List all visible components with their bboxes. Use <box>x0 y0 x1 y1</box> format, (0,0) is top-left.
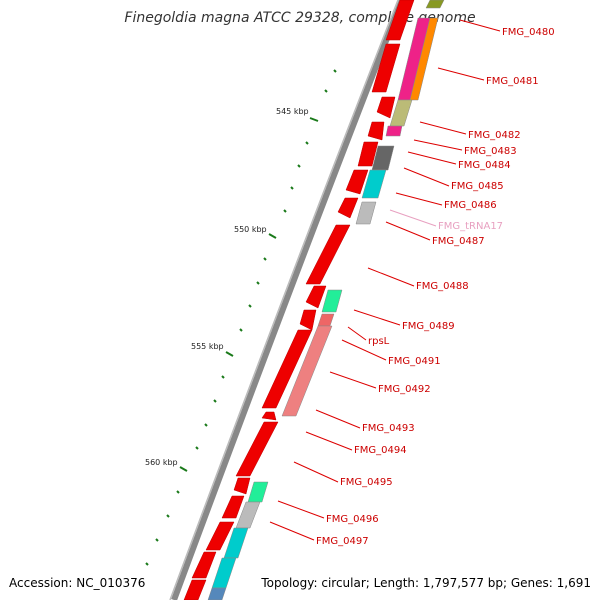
gene-block <box>261 329 313 409</box>
gene-block <box>183 579 207 600</box>
gene-label[interactable]: FMG_0488 <box>416 281 469 292</box>
gene-block <box>305 285 327 309</box>
genome-summary: Topology: circular; Length: 1,797,577 bp… <box>260 576 591 590</box>
genome-backbone <box>171 0 405 600</box>
gene-block <box>376 96 396 119</box>
scale-ticks <box>145 69 337 566</box>
gene-label[interactable]: FMG_0482 <box>468 130 521 141</box>
gene-block <box>385 0 415 41</box>
feature-pink <box>385 125 403 137</box>
gene-block <box>191 551 217 579</box>
gene-block <box>357 141 379 167</box>
footer-right-bg <box>255 570 600 592</box>
map-title: Finegoldia magna ATCC 29328, complete ge… <box>124 10 475 26</box>
feature-cyan-2 <box>223 527 249 559</box>
gene-label[interactable]: FMG_0487 <box>432 236 485 247</box>
feature-track <box>207 0 445 600</box>
gene-label[interactable]: FMG_0484 <box>458 160 511 171</box>
accession-label: Accession: NC_010376 <box>9 576 145 590</box>
gene-label[interactable]: FMG_0496 <box>326 514 379 525</box>
gene-labels: FMG_0480 FMG_0481 FMG_0482 FMG_0483 FMG_… <box>316 27 555 547</box>
gene-block <box>337 197 359 219</box>
feature-khaki <box>389 99 413 127</box>
gene-label[interactable]: FMG_0494 <box>354 445 407 456</box>
genome-backbone-highlight <box>169 0 399 600</box>
feature-blue <box>207 587 227 600</box>
gene-label[interactable]: FMG_0492 <box>378 384 431 395</box>
cds-track <box>183 0 415 600</box>
gene-label[interactable]: FMG_0486 <box>444 200 497 211</box>
gene-label[interactable]: FMG_0497 <box>316 536 369 547</box>
gene-block <box>299 309 317 331</box>
gene-label-trna[interactable]: FMG_tRNA17 <box>438 221 503 232</box>
gene-label[interactable]: FMG_0489 <box>402 321 455 332</box>
feature-gray-dark <box>371 145 395 171</box>
feature-salmon <box>317 313 335 327</box>
gene-block <box>235 421 279 477</box>
gene-label[interactable]: FMG_0495 <box>340 477 393 488</box>
scale-label-545: 545 kbp <box>276 107 309 116</box>
scale-label-550: 550 kbp <box>234 225 267 234</box>
gene-block <box>305 224 351 285</box>
scale-label-560: 560 kbp <box>145 458 178 467</box>
gene-label[interactable]: FMG_0483 <box>464 146 517 157</box>
feature-gray-2 <box>235 501 261 529</box>
feature-gray <box>355 201 377 225</box>
feature-orange <box>409 17 439 101</box>
gene-block <box>371 43 401 93</box>
gene-label[interactable]: FMG_0491 <box>388 356 441 367</box>
gene-block <box>345 169 369 195</box>
gene-label[interactable]: FMG_0485 <box>451 181 504 192</box>
feature-teal-2 <box>247 481 269 503</box>
footer-left-bg <box>0 570 130 592</box>
gene-label[interactable]: FMG_0481 <box>486 76 539 87</box>
feature-teal <box>321 289 343 313</box>
feature-salmon-long <box>281 325 333 417</box>
feature-olive <box>425 0 445 9</box>
gene-block <box>221 495 245 519</box>
feature-cyan <box>361 169 387 199</box>
scale-label-555: 555 kbp <box>191 342 224 351</box>
feature-cyan-3 <box>211 557 237 589</box>
label-leaders <box>269 19 501 541</box>
gene-block <box>261 411 277 421</box>
gene-label[interactable]: rpsL <box>368 336 390 347</box>
gene-block <box>205 521 235 551</box>
gene-block <box>233 477 251 495</box>
gene-block <box>367 121 385 141</box>
gene-label[interactable]: FMG_0493 <box>362 423 415 434</box>
gene-label[interactable]: FMG_0480 <box>502 27 555 38</box>
